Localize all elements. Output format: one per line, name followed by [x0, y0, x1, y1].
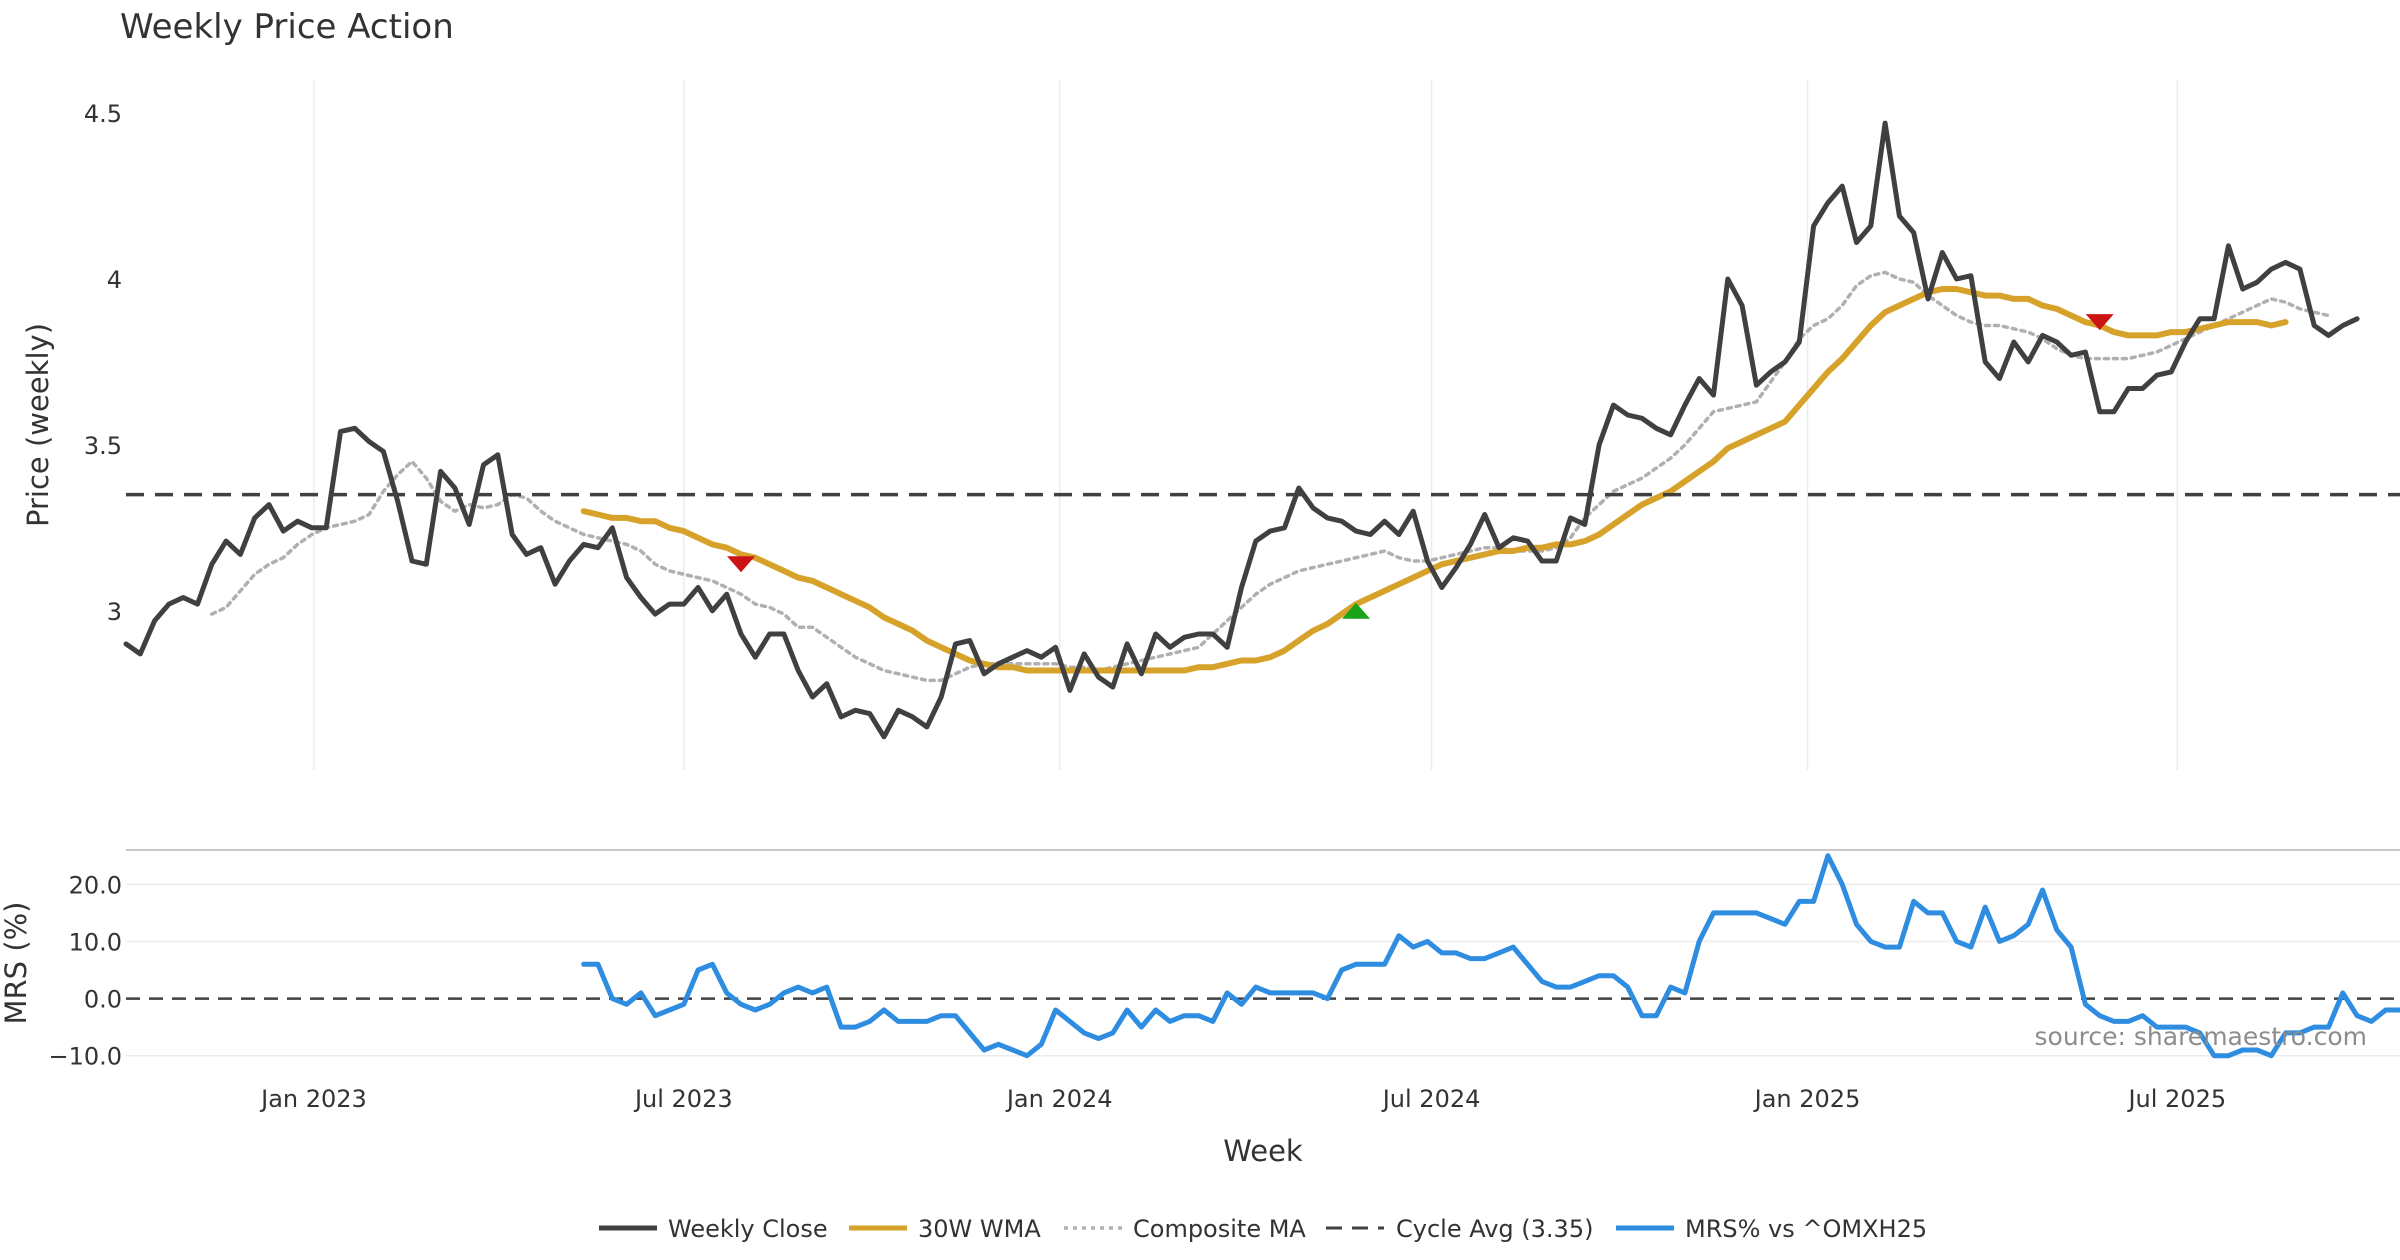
composite-ma-line	[210, 270, 2331, 683]
price-plot-area	[123, 120, 2400, 740]
legend-label-mrs: MRS% vs ^OMXH25	[1685, 1215, 1927, 1243]
x-axis-label: Week	[1223, 1134, 1303, 1168]
x-tick-label: Jul 2025	[2126, 1085, 2226, 1113]
mrs-plot-area	[126, 853, 2400, 1059]
price-y-tick-label: 4.5	[84, 100, 122, 128]
x-tick-label: Jan 2023	[259, 1085, 367, 1113]
mrs-line	[581, 853, 2400, 1059]
mrs-grid	[126, 883, 2400, 1057]
sell-signal-marker	[727, 556, 755, 573]
mrs-y-ticks: −10.0 0.0 10.0 20.0	[48, 871, 122, 1070]
price-grid	[313, 80, 2179, 770]
mrs-y-tick-label: 10.0	[69, 928, 122, 956]
mrs-y-tick-label: 20.0	[69, 871, 122, 899]
mrs-y-tick-label: 0.0	[84, 986, 122, 1014]
price-y-ticks: 3 3.5 4 4.5	[84, 100, 122, 626]
x-ticks: Jan 2023 Jul 2023 Jan 2024 Jul 2024 Jan 2025…	[259, 1085, 2226, 1113]
legend-label-close: Weekly Close	[668, 1215, 828, 1243]
legend-label-cycle: Cycle Avg (3.35)	[1396, 1215, 1593, 1243]
legend-label-composite: Composite MA	[1133, 1215, 1306, 1243]
x-tick-label: Jul 2023	[633, 1085, 733, 1113]
legend: Weekly Close 30W WMA Composite MA Cycle …	[599, 1215, 1927, 1243]
x-tick-label: Jan 2024	[1005, 1085, 1113, 1113]
x-tick-label: Jan 2025	[1753, 1085, 1861, 1113]
weekly-close-line	[123, 120, 2360, 740]
price-y-tick-label: 3.5	[84, 432, 122, 460]
legend-label-wma: 30W WMA	[918, 1215, 1041, 1243]
wma-30w-line	[580, 286, 2289, 674]
mrs-y-tick-label: −10.0	[48, 1043, 122, 1071]
x-tick-label: Jul 2024	[1381, 1085, 1481, 1113]
price-y-tick-label: 4	[107, 266, 122, 294]
sell-signal-marker	[2085, 314, 2114, 331]
source-note: source: sharemaestro.com	[2035, 1022, 2368, 1051]
mrs-y-axis-label: MRS (%)	[0, 902, 33, 1025]
price-y-tick-label: 3	[107, 598, 122, 626]
buy-signal-marker	[1342, 602, 1370, 619]
price-y-axis-label: Price (weekly)	[21, 323, 55, 527]
chart-title: Weekly Price Action	[120, 7, 454, 47]
